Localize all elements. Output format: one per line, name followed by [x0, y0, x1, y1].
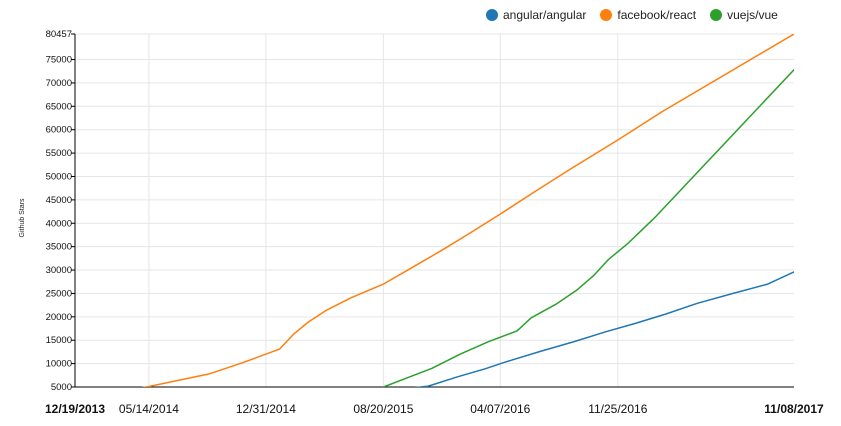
y-tick-label: 80457 — [46, 29, 72, 40]
legend-dot-react — [600, 9, 613, 21]
y-tick-label: 10000 — [46, 359, 72, 370]
series-line-angular — [413, 271, 794, 387]
x-tick-label: 12/31/2014 — [236, 402, 296, 416]
x-tick-label: 08/20/2015 — [353, 402, 413, 416]
series-lines — [141, 34, 794, 387]
x-tick-label: 05/14/2014 — [119, 402, 179, 416]
legend-label-vue: vuejs/vue — [727, 8, 778, 22]
x-tick-label: 04/07/2016 — [470, 402, 530, 416]
x-tick-label: 12/19/2013 — [45, 402, 105, 416]
y-tick-label: 65000 — [46, 101, 72, 112]
y-axis-label: Github Stars — [19, 198, 26, 237]
legend-label-angular: angular/angular — [503, 8, 587, 22]
y-axis: 5000 10000 15000 20000 25000 30000 35000 40000 4… — [46, 29, 76, 393]
legend-dot-angular — [486, 9, 498, 21]
gridlines — [75, 33, 794, 388]
legend: angular/angular facebook/react vuejs/vue — [486, 8, 778, 22]
y-tick-label: 45000 — [46, 195, 72, 206]
y-tick-label: 60000 — [46, 125, 72, 136]
y-tick-label: 40000 — [46, 218, 72, 229]
legend-item-vue[interactable]: vuejs/vue — [710, 8, 778, 22]
y-tick-label: 50000 — [46, 171, 72, 182]
legend-dot-vue — [710, 9, 723, 21]
y-tick-label: 30000 — [46, 265, 72, 276]
y-tick-label: 35000 — [46, 242, 72, 253]
y-tick-label: 15000 — [46, 335, 72, 346]
y-tick-label: 70000 — [46, 78, 72, 89]
y-tick-label: 25000 — [46, 288, 72, 299]
y-tick-label: 55000 — [46, 148, 72, 159]
legend-item-react[interactable]: facebook/react — [600, 8, 696, 22]
series-line-react — [141, 34, 794, 387]
y-tick-label: 5000 — [51, 382, 72, 393]
legend-label-react: facebook/react — [617, 8, 697, 22]
series-line-vue — [382, 69, 794, 387]
x-axis: 12/19/2013 05/14/2014 12/31/2014 08/20/2015… — [45, 386, 824, 416]
y-tick-label: 75000 — [46, 55, 72, 66]
y-tick-label: 20000 — [46, 312, 72, 323]
legend-item-angular[interactable]: angular/angular — [486, 8, 586, 22]
x-tick-label: 11/25/2016 — [588, 402, 647, 416]
x-tick-label: 11/08/2017 — [764, 402, 824, 416]
